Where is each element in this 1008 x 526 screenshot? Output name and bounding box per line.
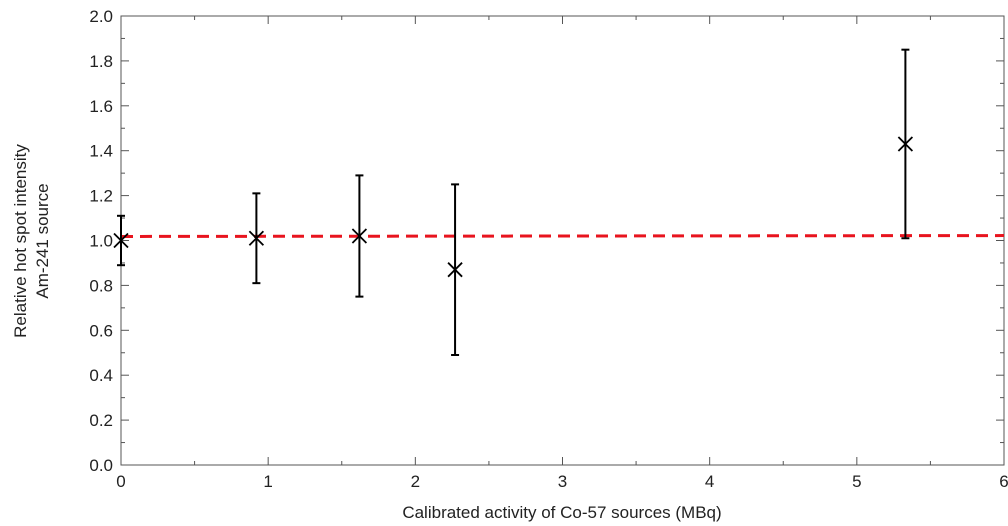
data-point — [897, 48, 914, 240]
y-axis-ticks: 0.0 0.2 0.4 0.6 0.8 1.0 1.2 1.4 1.6 1.8 2.0 — [89, 7, 1004, 475]
x-axis-label: Calibrated activity of Co-57 sources (MB… — [402, 503, 721, 522]
x-marker-stroke-b — [447, 262, 463, 278]
x-tick-label: 1 — [263, 472, 272, 491]
y-tick-label: 1.0 — [89, 232, 113, 251]
y-axis-label-line-1: Relative hot spot intensity — [11, 144, 30, 338]
x-tick-label: 3 — [558, 472, 567, 491]
x-tick-label: 0 — [116, 472, 125, 491]
x-tick-label: 2 — [411, 472, 420, 491]
data-point — [248, 192, 265, 285]
y-tick-label: 0.2 — [89, 411, 113, 430]
x-marker-stroke-b — [351, 228, 368, 244]
y-tick-label: 0.4 — [89, 366, 113, 385]
x-tick-label: 4 — [705, 472, 714, 491]
data-point — [447, 183, 463, 356]
y-tick-label: 1.4 — [89, 142, 113, 161]
y-axis-label-line-2: Am-241 source — [33, 183, 52, 298]
data-points-group — [113, 48, 914, 356]
x-axis-ticks: 0 1 2 3 4 5 6 — [116, 16, 1008, 491]
y-tick-label: 0.6 — [89, 321, 113, 340]
x-tick-label: 5 — [852, 472, 861, 491]
x-marker-stroke-b — [113, 232, 129, 249]
fit-line — [120, 234, 1005, 238]
y-tick-label: 0.0 — [89, 456, 113, 475]
x-marker-stroke-b — [897, 136, 914, 152]
fit-line-group — [120, 234, 1005, 238]
y-tick-label: 1.8 — [89, 52, 113, 71]
y-tick-label: 1.2 — [89, 187, 113, 206]
data-point — [351, 174, 368, 298]
x-marker-stroke-b — [248, 230, 265, 246]
data-point — [113, 214, 129, 267]
x-tick-label: 6 — [999, 472, 1008, 491]
y-tick-label: 2.0 — [89, 7, 113, 26]
y-tick-label: 0.8 — [89, 276, 113, 295]
y-tick-label: 1.6 — [89, 97, 113, 116]
